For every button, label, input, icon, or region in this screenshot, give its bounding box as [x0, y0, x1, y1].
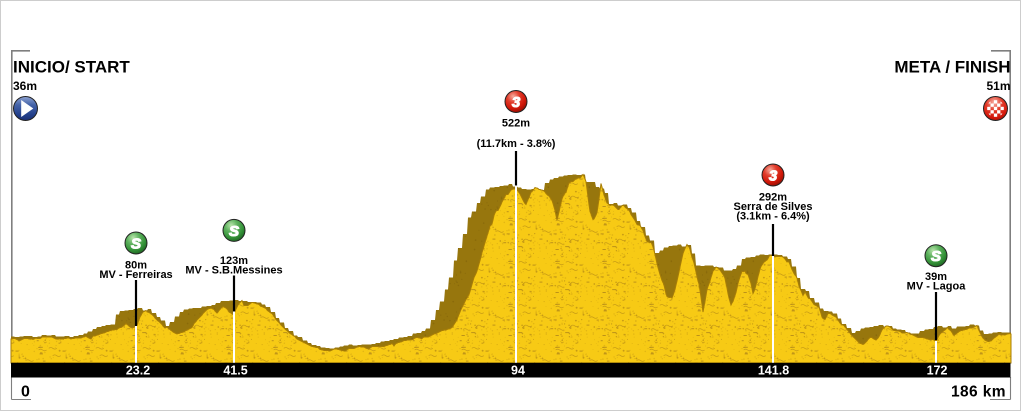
svg-text:292m: 292m — [759, 192, 787, 204]
svg-text:51m: 51m — [986, 79, 1010, 93]
svg-text:94: 94 — [511, 364, 525, 378]
svg-text:0: 0 — [21, 384, 30, 401]
svg-text:S: S — [931, 248, 941, 265]
svg-text:MV - Ferreiras: MV - Ferreiras — [99, 269, 172, 281]
svg-text:39m: 39m — [925, 271, 947, 283]
svg-text:(11.7km - 3.8%): (11.7km - 3.8%) — [477, 138, 556, 150]
svg-text:META / FINISH: META / FINISH — [894, 58, 1010, 77]
svg-text:186 km: 186 km — [951, 384, 1006, 401]
svg-text:522m: 522m — [502, 118, 530, 130]
svg-text:(3.1km - 6.4%): (3.1km - 6.4%) — [736, 211, 810, 223]
svg-text:MV - Lagoa: MV - Lagoa — [907, 281, 967, 293]
svg-text:3: 3 — [512, 94, 521, 111]
svg-text:INICIO/ START: INICIO/ START — [13, 58, 130, 77]
svg-text:172: 172 — [927, 364, 948, 378]
svg-text:123m: 123m — [220, 255, 248, 267]
svg-text:80m: 80m — [125, 260, 147, 272]
svg-text:S: S — [131, 236, 141, 253]
svg-text:141.8: 141.8 — [758, 364, 789, 378]
svg-text:36m: 36m — [13, 79, 37, 93]
svg-text:Serra de Silves: Serra de Silves — [734, 201, 813, 213]
svg-text:MV - S.B.Messines: MV - S.B.Messines — [185, 264, 282, 276]
svg-text:41.5: 41.5 — [223, 364, 247, 378]
svg-text:S: S — [229, 223, 239, 240]
svg-text:23.2: 23.2 — [126, 364, 150, 378]
svg-text:3: 3 — [769, 168, 778, 185]
